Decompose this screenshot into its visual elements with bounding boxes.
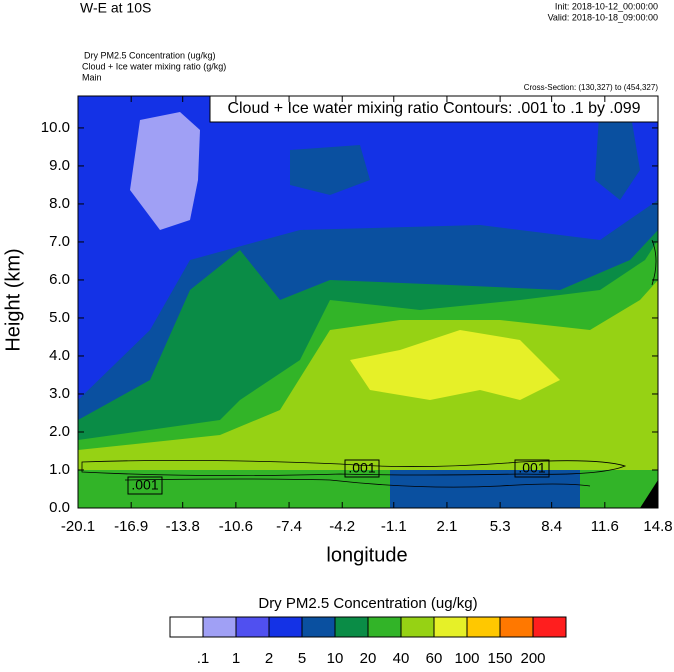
valid-time: Valid: 2018-10-18_09:00:00 bbox=[548, 12, 658, 22]
contour-label: .001 bbox=[131, 477, 158, 493]
y-tick-label: 8.0 bbox=[49, 195, 70, 212]
colorbar-box bbox=[532, 616, 567, 638]
x-axis-label: longitude bbox=[326, 544, 407, 566]
x-tick-label: 14.8 bbox=[643, 518, 672, 535]
colorbar-label: 5 bbox=[298, 650, 306, 667]
field-label: Dry PM2.5 Concentration (ug/kg) bbox=[84, 50, 216, 60]
colorbar-box bbox=[235, 616, 270, 638]
x-tick-label: -10.6 bbox=[219, 518, 253, 535]
y-tick-label: 2.0 bbox=[49, 423, 70, 440]
colorbar-box bbox=[169, 616, 204, 638]
x-tick-label: -20.1 bbox=[61, 518, 95, 535]
colorbar-label: 20 bbox=[360, 650, 377, 667]
contour-fill bbox=[78, 96, 658, 508]
init-time: Init: 2018-10-12_00:00:00 bbox=[555, 1, 658, 11]
contour-label-box bbox=[127, 476, 163, 495]
y-axis-label: Height (km) bbox=[2, 248, 24, 351]
y-tick-label: 4.0 bbox=[49, 347, 70, 364]
contour-label: .001 bbox=[518, 460, 545, 476]
colorbar-box bbox=[202, 616, 237, 638]
contour-label-box bbox=[344, 459, 380, 478]
colorbar-box bbox=[367, 616, 402, 638]
y-tick-label: 10.0 bbox=[41, 119, 70, 136]
colorbar-title: Dry PM2.5 Concentration (ug/kg) bbox=[258, 595, 477, 612]
y-tick-label: 0.0 bbox=[49, 499, 70, 516]
colorbar-label: 10 bbox=[327, 650, 344, 667]
colorbar-label: 2 bbox=[265, 650, 273, 667]
x-tick-label: -7.4 bbox=[276, 518, 302, 535]
colorbar-box bbox=[301, 616, 336, 638]
colorbar-label: 60 bbox=[426, 650, 443, 667]
contour-note-box bbox=[209, 95, 659, 123]
colorbar-label: 40 bbox=[393, 650, 410, 667]
colorbar-label: 150 bbox=[487, 650, 512, 667]
cross-section: Cross-Section: (130,327) to (454,327) bbox=[524, 83, 659, 92]
colorbar-box bbox=[433, 616, 468, 638]
title: W-E at 10S bbox=[80, 0, 151, 16]
x-tick-label: 8.4 bbox=[541, 518, 562, 535]
y-tick-label: 1.0 bbox=[49, 461, 70, 478]
colorbar-box bbox=[268, 616, 303, 638]
x-tick-label: 2.1 bbox=[437, 518, 458, 535]
y-tick-label: 6.0 bbox=[49, 271, 70, 288]
x-tick-label: -16.9 bbox=[114, 518, 148, 535]
contour-label-box bbox=[514, 459, 550, 478]
colorbar-label: .1 bbox=[197, 650, 210, 667]
field-label: Cloud + Ice water mixing ratio (g/kg) bbox=[82, 61, 226, 71]
colorbar-box bbox=[400, 616, 435, 638]
y-tick-label: 9.0 bbox=[49, 157, 70, 174]
y-tick-label: 7.0 bbox=[49, 233, 70, 250]
contour-note: Cloud + Ice water mixing ratio Contours:… bbox=[227, 100, 640, 117]
x-tick-label: -4.2 bbox=[329, 518, 355, 535]
colorbar-box bbox=[466, 616, 501, 638]
x-tick-label: -13.8 bbox=[166, 518, 200, 535]
colorbar-box bbox=[334, 616, 369, 638]
x-tick-label: -1.1 bbox=[381, 518, 407, 535]
domain-label: Main bbox=[82, 72, 102, 82]
colorbar-label: 1 bbox=[232, 650, 240, 667]
contour-label: .001 bbox=[348, 460, 375, 476]
contour-lines bbox=[81, 239, 657, 488]
colorbar-box bbox=[499, 616, 534, 638]
x-tick-label: 5.3 bbox=[490, 518, 511, 535]
y-tick-label: 3.0 bbox=[49, 385, 70, 402]
x-tick-label: 11.6 bbox=[591, 518, 619, 535]
plot-border bbox=[77, 95, 659, 509]
colorbar-label: 200 bbox=[520, 650, 545, 667]
colorbar-label: 100 bbox=[454, 650, 479, 667]
y-tick-label: 5.0 bbox=[49, 309, 70, 326]
